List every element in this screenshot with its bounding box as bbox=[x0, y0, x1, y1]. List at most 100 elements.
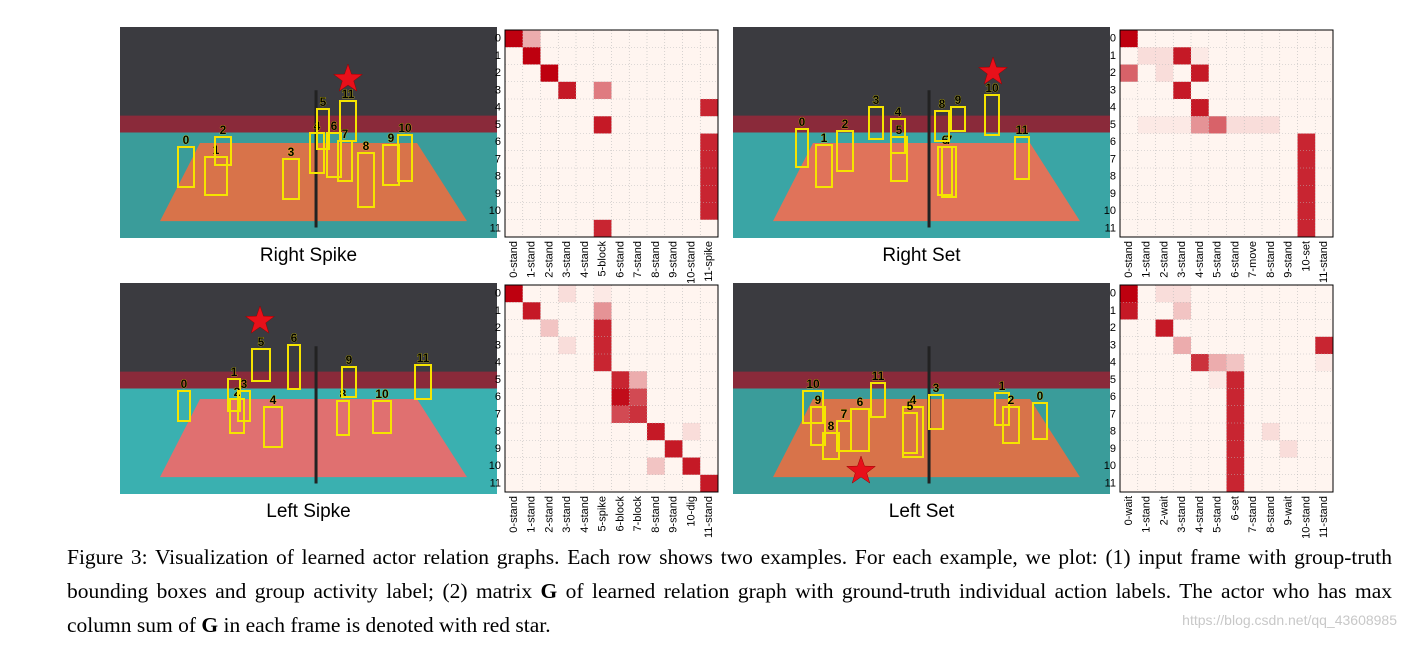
matrix-cell bbox=[1173, 150, 1192, 169]
matrix-cell bbox=[1262, 405, 1281, 424]
matrix-cell bbox=[576, 474, 595, 493]
column-label: 9-stand bbox=[668, 241, 680, 278]
matrix-cell bbox=[664, 202, 683, 221]
column-label: 4-stand bbox=[1194, 496, 1206, 533]
bounding-box bbox=[237, 390, 251, 422]
bounding-box bbox=[336, 400, 350, 436]
matrix-cell bbox=[505, 388, 524, 407]
matrix-cell bbox=[1191, 474, 1210, 493]
matrix-cell bbox=[1315, 474, 1334, 493]
column-label: 1-stand bbox=[1141, 496, 1153, 533]
column-label: 10-dig bbox=[685, 496, 697, 527]
matrix-cell bbox=[1208, 474, 1227, 493]
bounding-box bbox=[941, 146, 957, 198]
matrix-cell bbox=[1244, 30, 1263, 48]
matrix-cell bbox=[629, 185, 648, 203]
matrix-cell bbox=[1173, 64, 1192, 83]
matrix-cell bbox=[505, 30, 524, 48]
matrix-cell bbox=[1208, 99, 1227, 117]
caption-text: Figure 3: Visualization of learned actor… bbox=[67, 545, 1392, 603]
matrix-cell bbox=[1120, 285, 1139, 303]
matrix-cell bbox=[700, 405, 719, 424]
matrix-cell bbox=[647, 302, 666, 320]
matrix-cell bbox=[558, 388, 577, 407]
row-label: 6 bbox=[495, 391, 501, 403]
matrix-cell bbox=[647, 423, 666, 441]
matrix-cell bbox=[629, 371, 648, 389]
matrix-cell bbox=[1120, 474, 1139, 493]
row-label: 5 bbox=[1110, 119, 1116, 131]
matrix-cell bbox=[576, 302, 595, 320]
matrix-cell bbox=[505, 133, 524, 152]
matrix-cell bbox=[522, 285, 541, 303]
matrix-cell bbox=[1120, 405, 1139, 424]
box-label: 11 bbox=[417, 351, 430, 365]
matrix-cell bbox=[1279, 285, 1298, 303]
matrix-cell bbox=[1155, 185, 1174, 203]
matrix-cell bbox=[576, 99, 595, 117]
matrix-cell bbox=[1262, 150, 1281, 169]
matrix-cell bbox=[700, 388, 719, 407]
matrix-cell bbox=[611, 47, 630, 65]
matrix-cell bbox=[1120, 116, 1139, 134]
column-label: 7-stand bbox=[632, 241, 644, 278]
matrix-cell bbox=[576, 47, 595, 65]
matrix-cell bbox=[1262, 371, 1281, 389]
matrix-cell bbox=[1244, 185, 1263, 203]
box-label: 10 bbox=[806, 377, 820, 391]
matrix-cell bbox=[664, 388, 683, 407]
matrix-cell bbox=[1226, 219, 1245, 238]
matrix-cell bbox=[629, 133, 648, 152]
row-label: 6 bbox=[1110, 391, 1116, 403]
matrix-cell bbox=[505, 440, 524, 458]
matrix-cell bbox=[1297, 47, 1316, 65]
row-label: 5 bbox=[1110, 374, 1116, 386]
matrix-cell bbox=[647, 64, 666, 83]
matrix-cell bbox=[629, 64, 648, 83]
matrix-cell bbox=[593, 319, 612, 338]
bounding-box bbox=[263, 406, 283, 448]
matrix-cell bbox=[593, 354, 612, 372]
matrix-cell bbox=[1226, 47, 1245, 65]
column-label: 10-stand bbox=[685, 241, 697, 284]
matrix-cell bbox=[1226, 168, 1245, 186]
matrix-cell bbox=[1297, 185, 1316, 203]
row-label: 1 bbox=[1110, 50, 1116, 62]
photo-banner bbox=[733, 371, 1110, 389]
bounding-box bbox=[214, 136, 232, 166]
matrix-cell bbox=[593, 405, 612, 424]
matrix-cell bbox=[576, 168, 595, 186]
photo-crowd bbox=[120, 283, 497, 378]
bounding-box bbox=[227, 378, 241, 412]
matrix-cell bbox=[1155, 150, 1174, 169]
matrix-cell bbox=[629, 285, 648, 303]
matrix-cell bbox=[1297, 371, 1316, 389]
matrix-cell bbox=[1226, 423, 1245, 441]
matrix-cell bbox=[1137, 99, 1156, 117]
matrix-cell bbox=[593, 371, 612, 389]
row-label: 9 bbox=[1110, 443, 1116, 455]
matrix-cell bbox=[611, 336, 630, 355]
matrix-cell bbox=[1244, 47, 1263, 65]
bounding-box bbox=[810, 406, 826, 446]
matrix-cell bbox=[664, 354, 683, 372]
matrix-cell bbox=[1208, 440, 1227, 458]
matrix-cell bbox=[611, 116, 630, 134]
matrix-cell bbox=[1120, 354, 1139, 372]
column-label: 2-wait bbox=[1158, 496, 1170, 525]
column-label: 6-block bbox=[614, 496, 626, 532]
matrix-cell bbox=[522, 336, 541, 355]
matrix-cell bbox=[682, 64, 701, 83]
matrix-frame bbox=[504, 29, 719, 238]
bounding-box bbox=[815, 144, 833, 188]
row-label: 9 bbox=[495, 188, 501, 200]
column-label: 4-stand bbox=[1194, 241, 1206, 278]
matrix-cell bbox=[700, 185, 719, 203]
matrix-cell bbox=[1297, 64, 1316, 83]
bounding-box bbox=[287, 344, 301, 390]
matrix-cell bbox=[576, 64, 595, 83]
matrix-cell bbox=[593, 116, 612, 134]
row-label: 5 bbox=[495, 374, 501, 386]
matrix-cell bbox=[664, 47, 683, 65]
